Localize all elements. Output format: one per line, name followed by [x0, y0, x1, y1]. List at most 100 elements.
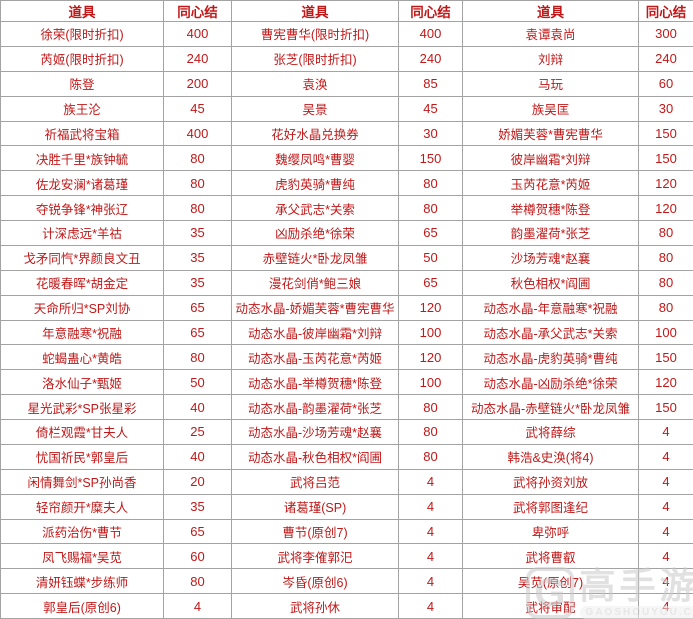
value-cell: 400	[163, 120, 232, 147]
value-cell: 80	[163, 568, 232, 595]
value-cell: 4	[398, 593, 463, 619]
table-row: 轻帘颜开*糜夫人 35 诸葛瑾(SP) 4 武将郭图逢纪 4	[0, 493, 693, 520]
column-header-item-1: 道具	[0, 0, 164, 22]
table-row: 计深虑远*羊祜 35 凶励杀绝*徐荣 65 韵墨濯荷*张芝 80	[0, 220, 693, 246]
item-cell: 曹宪曹华(限时折扣)	[231, 21, 399, 47]
item-cell: 族王沦	[0, 95, 164, 122]
value-cell: 35	[163, 244, 232, 271]
item-cell: 袁涣	[231, 70, 399, 97]
value-cell: 80	[163, 145, 232, 172]
value-cell: 45	[398, 95, 463, 122]
value-cell: 80	[638, 269, 693, 296]
column-header-value-3: 同心结	[638, 0, 693, 22]
table-row: 凤飞赐福*吴苋 60 武将李傕郭汜 4 武将曹叡 4	[0, 543, 693, 570]
table-row: 派药治伤*曹节 65 曹节(原创7) 4 卑弥呼 4	[0, 518, 693, 545]
item-cell: 武将孙资刘放	[462, 468, 639, 495]
value-cell: 80	[163, 170, 232, 197]
item-cell: 洛水仙子*甄姬	[0, 369, 164, 396]
value-cell: 100	[638, 319, 693, 346]
table-row: 蛇蝎蛊心*黄皓 80 动态水晶-玉芮花意*芮姬 120 动态水晶-虎豹英骑*曹纯 150	[0, 344, 693, 371]
value-cell: 65	[398, 220, 463, 246]
value-cell: 240	[398, 45, 463, 72]
item-cell: 武将曹叡	[462, 543, 639, 570]
table-row: 决胜千里*族钟毓 80 魏缨凤鸣*曹婴 150 彼岸幽霜*刘辩 150	[0, 145, 693, 172]
table-row: 洛水仙子*甄姬 50 动态水晶-举樽贺穗*陈登 100 动态水晶-凶励杀绝*徐荣 120	[0, 369, 693, 396]
item-cell: 凤飞赐福*吴苋	[0, 543, 164, 570]
value-cell: 120	[398, 344, 463, 371]
value-cell: 4	[638, 593, 693, 619]
item-cell: 动态水晶-韵墨濯荷*张芝	[231, 394, 399, 420]
value-cell: 45	[163, 95, 232, 122]
value-cell: 100	[398, 319, 463, 346]
item-cell: 岑昏(原创6)	[231, 568, 399, 595]
value-cell: 240	[163, 45, 232, 72]
item-cell: 漫花剑俏*鲍三娘	[231, 269, 399, 296]
value-cell: 240	[638, 45, 693, 72]
value-cell: 65	[163, 319, 232, 346]
value-cell: 25	[163, 419, 232, 445]
value-cell: 120	[638, 369, 693, 396]
value-cell: 85	[398, 70, 463, 97]
value-cell: 150	[638, 120, 693, 147]
item-cell: 动态水晶-秋色相权*阎圃	[231, 443, 399, 470]
item-cell: 武将审配	[462, 593, 639, 619]
item-cell: 卑弥呼	[462, 518, 639, 545]
column-header-item-3: 道具	[462, 0, 639, 22]
item-cell: 韵墨濯荷*张芝	[462, 220, 639, 246]
item-cell: 玉芮花意*芮姬	[462, 170, 639, 197]
item-cell: 武将薛综	[462, 419, 639, 445]
value-cell: 4	[638, 518, 693, 545]
value-cell: 80	[398, 443, 463, 470]
value-cell: 40	[163, 394, 232, 420]
item-cell: 袁谭袁尚	[462, 21, 639, 47]
value-cell: 50	[163, 369, 232, 396]
item-cell: 娇媚芙蓉*曹宪曹华	[462, 120, 639, 147]
value-cell: 4	[638, 419, 693, 445]
item-cell: 吴景	[231, 95, 399, 122]
item-cell: 徐荣(限时折扣)	[0, 21, 164, 47]
value-cell: 4	[638, 543, 693, 570]
table-row: 陈登 200 袁涣 85 马玩 60	[0, 70, 693, 97]
value-cell: 4	[638, 468, 693, 495]
item-cell: 星光武彩*SP张星彩	[0, 394, 164, 420]
value-cell: 4	[163, 593, 232, 619]
value-cell: 80	[398, 195, 463, 221]
item-cell: 祈福武将宝箱	[0, 120, 164, 147]
item-cell: 承父武志*关索	[231, 195, 399, 221]
item-cell: 佐龙安澜*诸葛瑾	[0, 170, 164, 197]
item-cell: 动态水晶-承父武志*关索	[462, 319, 639, 346]
value-cell: 4	[638, 443, 693, 470]
table-row: 忧国祈民*郭皇后 40 动态水晶-秋色相权*阎圃 80 韩浩&史涣(将4) 4	[0, 443, 693, 470]
table-row: 戈矛同忾*界颜良文丑 35 赤壁链火*卧龙凤雏 50 沙场芳魂*赵襄 80	[0, 244, 693, 271]
item-cell: 闲情舞剑*SP孙尚香	[0, 468, 164, 495]
value-cell: 35	[163, 269, 232, 296]
value-cell: 4	[638, 493, 693, 520]
value-cell: 150	[638, 344, 693, 371]
item-cell: 动态水晶-娇媚芙蓉*曹宪曹华	[231, 294, 399, 321]
column-header-value-2: 同心结	[398, 0, 463, 22]
item-cell: 动态水晶-赤壁链火*卧龙凤雏	[462, 394, 639, 420]
table-row: 倚栏观霞*甘夫人 25 动态水晶-沙场芳魂*赵襄 80 武将薛综 4	[0, 419, 693, 445]
value-cell: 4	[398, 543, 463, 570]
item-cell: 凶励杀绝*徐荣	[231, 220, 399, 246]
item-cell: 张芝(限时折扣)	[231, 45, 399, 72]
item-cell: 蛇蝎蛊心*黄皓	[0, 344, 164, 371]
table-row: 徐荣(限时折扣) 400 曹宪曹华(限时折扣) 400 袁谭袁尚 300	[0, 21, 693, 47]
value-cell: 60	[638, 70, 693, 97]
item-cell: 彼岸幽霜*刘辩	[462, 145, 639, 172]
item-cell: 天命所归*SP刘协	[0, 294, 164, 321]
item-cell: 陈登	[0, 70, 164, 97]
item-cell: 花暖春晖*胡金定	[0, 269, 164, 296]
item-cell: 动态水晶-年意融寒*祝融	[462, 294, 639, 321]
value-cell: 80	[398, 419, 463, 445]
value-cell: 200	[163, 70, 232, 97]
item-cell: 诸葛瑾(SP)	[231, 493, 399, 520]
item-cell: 郭皇后(原创6)	[0, 593, 164, 619]
value-cell: 400	[398, 21, 463, 47]
item-cell: 韩浩&史涣(将4)	[462, 443, 639, 470]
item-cell: 动态水晶-彼岸幽霜*刘辩	[231, 319, 399, 346]
table-row: 闲情舞剑*SP孙尚香 20 武将吕范 4 武将孙资刘放 4	[0, 468, 693, 495]
item-cell: 武将吕范	[231, 468, 399, 495]
